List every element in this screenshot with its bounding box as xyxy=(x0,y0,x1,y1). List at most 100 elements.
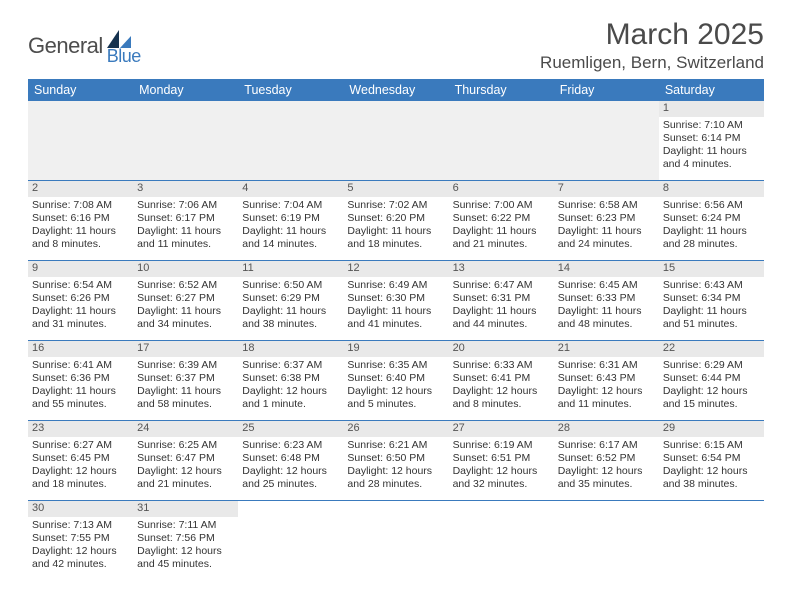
sunrise: Sunrise: 7:00 AM xyxy=(453,199,550,212)
daylight-2: and 31 minutes. xyxy=(32,318,129,331)
day-number: 27 xyxy=(449,421,554,437)
day-cell: 26Sunrise: 6:21 AMSunset: 6:50 PMDayligh… xyxy=(343,421,448,501)
day-number: 10 xyxy=(133,261,238,277)
day-number: 25 xyxy=(238,421,343,437)
sunrise: Sunrise: 6:43 AM xyxy=(663,279,760,292)
day-cell: 13Sunrise: 6:47 AMSunset: 6:31 PMDayligh… xyxy=(449,261,554,341)
daylight-1: Daylight: 12 hours xyxy=(453,385,550,398)
week-row: 30Sunrise: 7:13 AMSunset: 7:55 PMDayligh… xyxy=(28,501,764,581)
day-cell: 25Sunrise: 6:23 AMSunset: 6:48 PMDayligh… xyxy=(238,421,343,501)
sunrise: Sunrise: 6:25 AM xyxy=(137,439,234,452)
sunrise: Sunrise: 6:39 AM xyxy=(137,359,234,372)
sunset: Sunset: 6:36 PM xyxy=(32,372,129,385)
day-header: Sunday xyxy=(28,79,133,101)
sunset: Sunset: 6:44 PM xyxy=(663,372,760,385)
daylight-1: Daylight: 11 hours xyxy=(558,225,655,238)
day-cell: 20Sunrise: 6:33 AMSunset: 6:41 PMDayligh… xyxy=(449,341,554,421)
sunrise: Sunrise: 6:50 AM xyxy=(242,279,339,292)
sunset: Sunset: 6:45 PM xyxy=(32,452,129,465)
day-cell: 24Sunrise: 6:25 AMSunset: 6:47 PMDayligh… xyxy=(133,421,238,501)
sunset: Sunset: 6:40 PM xyxy=(347,372,444,385)
header: General Blue March 2025 Ruemligen, Bern,… xyxy=(28,18,764,73)
sunset: Sunset: 6:33 PM xyxy=(558,292,655,305)
sunrise: Sunrise: 6:23 AM xyxy=(242,439,339,452)
sunrise: Sunrise: 6:45 AM xyxy=(558,279,655,292)
day-cell: 18Sunrise: 6:37 AMSunset: 6:38 PMDayligh… xyxy=(238,341,343,421)
day-cell xyxy=(554,501,659,581)
daylight-1: Daylight: 12 hours xyxy=(137,465,234,478)
daylight-2: and 38 minutes. xyxy=(663,478,760,491)
daylight-2: and 8 minutes. xyxy=(32,238,129,251)
sunrise: Sunrise: 6:17 AM xyxy=(558,439,655,452)
day-cell: 1Sunrise: 7:10 AMSunset: 6:14 PMDaylight… xyxy=(659,101,764,181)
daylight-1: Daylight: 11 hours xyxy=(137,225,234,238)
daylight-1: Daylight: 11 hours xyxy=(137,385,234,398)
day-number: 11 xyxy=(238,261,343,277)
sunrise: Sunrise: 7:08 AM xyxy=(32,199,129,212)
day-cell: 10Sunrise: 6:52 AMSunset: 6:27 PMDayligh… xyxy=(133,261,238,341)
day-number: 20 xyxy=(449,341,554,357)
day-number: 22 xyxy=(659,341,764,357)
sunrise: Sunrise: 6:31 AM xyxy=(558,359,655,372)
day-header: Friday xyxy=(554,79,659,101)
sunset: Sunset: 6:27 PM xyxy=(137,292,234,305)
day-cell: 16Sunrise: 6:41 AMSunset: 6:36 PMDayligh… xyxy=(28,341,133,421)
sunrise: Sunrise: 6:21 AM xyxy=(347,439,444,452)
sunrise: Sunrise: 6:35 AM xyxy=(347,359,444,372)
day-cell: 11Sunrise: 6:50 AMSunset: 6:29 PMDayligh… xyxy=(238,261,343,341)
day-number: 4 xyxy=(238,181,343,197)
sunrise: Sunrise: 7:13 AM xyxy=(32,519,129,532)
daylight-1: Daylight: 12 hours xyxy=(32,545,129,558)
daylight-2: and 34 minutes. xyxy=(137,318,234,331)
sunset: Sunset: 6:16 PM xyxy=(32,212,129,225)
calendar-body: 1Sunrise: 7:10 AMSunset: 6:14 PMDaylight… xyxy=(28,101,764,580)
day-number: 24 xyxy=(133,421,238,437)
daylight-1: Daylight: 11 hours xyxy=(663,305,760,318)
sunset: Sunset: 6:30 PM xyxy=(347,292,444,305)
day-number: 2 xyxy=(28,181,133,197)
day-number: 29 xyxy=(659,421,764,437)
month-title: March 2025 xyxy=(540,18,764,51)
day-number: 9 xyxy=(28,261,133,277)
day-number: 31 xyxy=(133,501,238,517)
sunset: Sunset: 6:51 PM xyxy=(453,452,550,465)
daylight-1: Daylight: 12 hours xyxy=(347,465,444,478)
sunset: Sunset: 6:14 PM xyxy=(663,132,760,145)
sunset: Sunset: 6:52 PM xyxy=(558,452,655,465)
daylight-2: and 4 minutes. xyxy=(663,158,760,171)
week-row: 2 Sunrise: 7:08 AMSunset: 6:16 PM Daylight… xyxy=(28,181,764,261)
day-cell xyxy=(133,101,238,181)
day-number: 23 xyxy=(28,421,133,437)
daylight-1: Daylight: 12 hours xyxy=(453,465,550,478)
sunrise: Sunrise: 7:04 AM xyxy=(242,199,339,212)
daylight-1: Daylight: 12 hours xyxy=(347,385,444,398)
location: Ruemligen, Bern, Switzerland xyxy=(540,53,764,73)
week-row: 9Sunrise: 6:54 AMSunset: 6:26 PMDaylight… xyxy=(28,261,764,341)
sunrise: Sunrise: 6:37 AM xyxy=(242,359,339,372)
week-row: 16Sunrise: 6:41 AMSunset: 6:36 PMDayligh… xyxy=(28,341,764,421)
day-cell xyxy=(28,101,133,181)
day-cell: 28Sunrise: 6:17 AMSunset: 6:52 PMDayligh… xyxy=(554,421,659,501)
day-number: 12 xyxy=(343,261,448,277)
day-number: 18 xyxy=(238,341,343,357)
sunrise: Sunrise: 6:54 AM xyxy=(32,279,129,292)
day-cell: 21Sunrise: 6:31 AMSunset: 6:43 PMDayligh… xyxy=(554,341,659,421)
sunrise: Sunrise: 6:33 AM xyxy=(453,359,550,372)
sunset: Sunset: 6:24 PM xyxy=(663,212,760,225)
daylight-2: and 24 minutes. xyxy=(558,238,655,251)
sunrise: Sunrise: 6:49 AM xyxy=(347,279,444,292)
week-row: 1Sunrise: 7:10 AMSunset: 6:14 PMDaylight… xyxy=(28,101,764,181)
daylight-1: Daylight: 11 hours xyxy=(347,225,444,238)
sunrise: Sunrise: 6:58 AM xyxy=(558,199,655,212)
sunset: Sunset: 6:48 PM xyxy=(242,452,339,465)
day-number: 5 xyxy=(343,181,448,197)
day-cell: 3Sunrise: 7:06 AMSunset: 6:17 PMDaylight… xyxy=(133,181,238,261)
sunrise: Sunrise: 7:11 AM xyxy=(137,519,234,532)
daylight-2: and 21 minutes. xyxy=(137,478,234,491)
daylight-1: Daylight: 11 hours xyxy=(347,305,444,318)
sunrise: Sunrise: 6:52 AM xyxy=(137,279,234,292)
sunset: Sunset: 7:55 PM xyxy=(32,532,129,545)
daylight-2: and 14 minutes. xyxy=(242,238,339,251)
day-cell xyxy=(449,101,554,181)
day-cell xyxy=(238,501,343,581)
